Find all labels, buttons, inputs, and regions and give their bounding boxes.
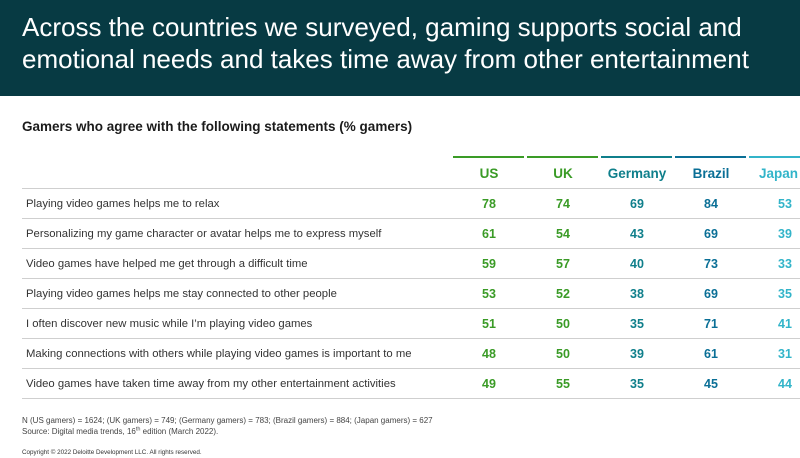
value-us: 53 xyxy=(482,286,496,301)
value-uk: 50 xyxy=(556,346,570,361)
value-japan: 35 xyxy=(778,286,792,301)
footnotes: N (US gamers) = 1624; (UK gamers) = 749;… xyxy=(22,415,433,437)
source-ordinal-suffix: th xyxy=(135,426,141,433)
column-header-germany: Germany xyxy=(600,156,674,188)
value-germany: 43 xyxy=(630,226,644,241)
slide-title: Across the countries we surveyed, gaming… xyxy=(22,12,749,74)
table-row: Playing video games helps me to relax 78 7… xyxy=(22,189,800,219)
value-uk: 54 xyxy=(556,226,570,241)
column-header-uk: UK xyxy=(526,156,600,188)
value-japan: 44 xyxy=(778,376,792,391)
column-header-us: US xyxy=(452,156,526,188)
value-germany: 39 xyxy=(630,346,644,361)
statement-label: Video games have helped me get through a… xyxy=(26,257,308,270)
value-uk: 50 xyxy=(556,316,570,331)
table-title: Gamers who agree with the following stat… xyxy=(22,119,413,134)
value-japan: 53 xyxy=(778,196,792,211)
statement-label: Making connections with others while pla… xyxy=(26,347,412,360)
table-row: Playing video games helps me stay connec… xyxy=(22,279,800,309)
value-brazil: 84 xyxy=(704,196,718,211)
source-text: Source: Digital media trends, 16 xyxy=(22,427,136,436)
value-us: 59 xyxy=(482,256,496,271)
value-japan: 31 xyxy=(778,346,792,361)
table-row: Making connections with others while pla… xyxy=(22,339,800,369)
value-uk: 57 xyxy=(556,256,570,271)
value-brazil: 45 xyxy=(704,376,718,391)
value-us: 61 xyxy=(482,226,496,241)
table-row: I often discover new music while I’m pla… xyxy=(22,309,800,339)
value-japan: 41 xyxy=(778,316,792,331)
table-row: Video games have taken time away from my… xyxy=(22,369,800,399)
value-germany: 38 xyxy=(630,286,644,301)
value-uk: 74 xyxy=(556,196,570,211)
title-banner: Across the countries we surveyed, gaming… xyxy=(0,0,800,96)
value-germany: 35 xyxy=(630,316,644,331)
sample-size-note: N (US gamers) = 1624; (UK gamers) = 749;… xyxy=(22,416,433,425)
value-germany: 69 xyxy=(630,196,644,211)
value-brazil: 69 xyxy=(704,286,718,301)
copyright-notice: Copyright © 2022 Deloitte Development LL… xyxy=(22,449,202,456)
value-germany: 35 xyxy=(630,376,644,391)
value-us: 49 xyxy=(482,376,496,391)
column-header-japan: Japan xyxy=(748,156,800,188)
statement-label: Playing video games helps me stay connec… xyxy=(26,287,337,300)
statement-column-header xyxy=(22,156,452,188)
table-header-row: US UK Germany Brazil Japan xyxy=(22,156,800,189)
table-row: Personalizing my game character or avata… xyxy=(22,219,800,249)
value-japan: 33 xyxy=(778,256,792,271)
table-body: Playing video games helps me to relax 78 7… xyxy=(22,189,800,399)
value-brazil: 69 xyxy=(704,226,718,241)
value-us: 78 xyxy=(482,196,496,211)
value-brazil: 71 xyxy=(704,316,718,331)
column-header-brazil: Brazil xyxy=(674,156,748,188)
value-japan: 39 xyxy=(778,226,792,241)
value-brazil: 73 xyxy=(704,256,718,271)
value-brazil: 61 xyxy=(704,346,718,361)
source-note: Source: Digital media trends, 16th editi… xyxy=(22,426,433,437)
value-us: 48 xyxy=(482,346,496,361)
value-germany: 40 xyxy=(630,256,644,271)
statement-label: Personalizing my game character or avata… xyxy=(26,227,382,240)
table-row: Video games have helped me get through a… xyxy=(22,249,800,279)
statement-label: I often discover new music while I’m pla… xyxy=(26,317,313,330)
source-text-end: edition (March 2022). xyxy=(140,427,219,436)
statement-label: Playing video games helps me to relax xyxy=(26,197,220,210)
value-uk: 55 xyxy=(556,376,570,391)
value-uk: 52 xyxy=(556,286,570,301)
survey-table: US UK Germany Brazil Japan Playing video gam… xyxy=(22,156,800,399)
value-us: 51 xyxy=(482,316,496,331)
statement-label: Video games have taken time away from my… xyxy=(26,377,396,390)
